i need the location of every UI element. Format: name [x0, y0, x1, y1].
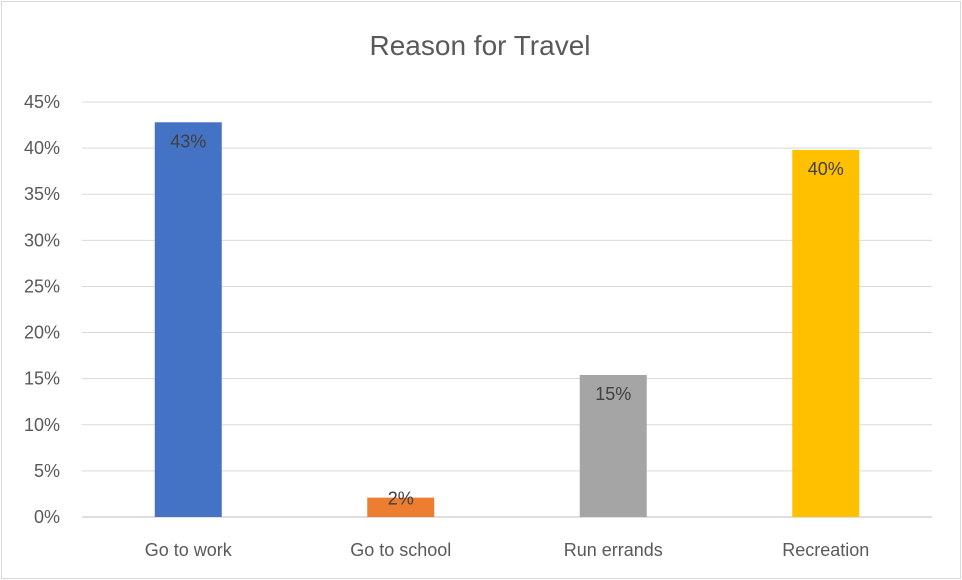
x-tick-label: Run errands	[564, 540, 663, 560]
data-label: 43%	[170, 131, 206, 151]
data-labels: 43% 2% 15% 40%	[170, 131, 844, 508]
x-tick-label: Go to school	[350, 540, 451, 560]
y-tick-label: 10%	[24, 415, 60, 435]
bars	[154, 122, 860, 518]
data-label: 40%	[808, 159, 844, 179]
chart-title: Reason for Travel	[369, 30, 591, 61]
bar	[367, 497, 435, 517]
x-axis-tick-labels: Go to work Go to school Run errands Recreat…	[145, 540, 870, 560]
data-label: 2%	[388, 489, 414, 509]
y-tick-label: 25%	[24, 276, 60, 296]
y-tick-label: 45%	[24, 92, 60, 112]
bar	[792, 149, 860, 517]
data-label: 15%	[595, 384, 631, 404]
y-tick-label: 20%	[24, 323, 60, 343]
y-tick-label: 5%	[34, 461, 60, 481]
y-tick-label: 40%	[24, 138, 60, 158]
bar	[154, 122, 222, 518]
y-axis-tick-labels: 0% 5% 10% 15% 20% 25% 30% 35% 40% 45%	[24, 92, 60, 527]
y-tick-label: 0%	[34, 507, 60, 527]
y-tick-label: 35%	[24, 184, 60, 204]
y-tick-label: 30%	[24, 230, 60, 250]
x-tick-label: Recreation	[782, 540, 869, 560]
bar	[579, 374, 647, 517]
gridlines	[82, 101, 932, 518]
x-tick-label: Go to work	[145, 540, 233, 560]
y-tick-label: 15%	[24, 369, 60, 389]
